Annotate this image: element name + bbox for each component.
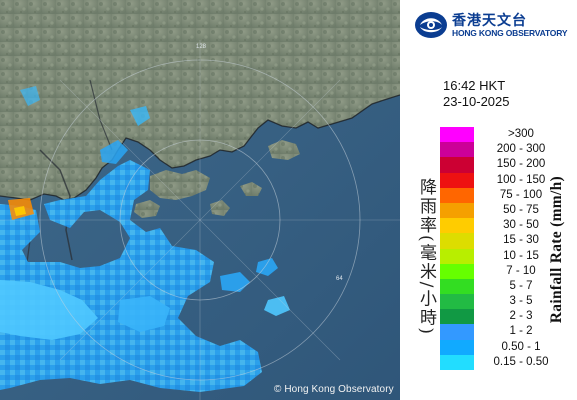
- legend-row: 15 - 30: [440, 233, 556, 249]
- legend-row: 2 - 3: [440, 309, 556, 325]
- logo-english-name: HONG KONG OBSERVATORY: [452, 28, 568, 38]
- legend-color-swatch: [440, 248, 474, 264]
- legend-row: 150 - 200: [440, 157, 556, 173]
- legend-label: 10 - 15: [503, 249, 539, 262]
- legend-color-swatch: [440, 278, 474, 295]
- legend-color-swatch: [440, 172, 474, 188]
- legend-label: 200 - 300: [496, 143, 546, 156]
- legend-color-swatch: [440, 294, 474, 310]
- logo-chinese-name: 香港天文台: [452, 13, 527, 29]
- legend-label: 50 - 75: [503, 203, 539, 216]
- legend-label: 0.15 - 0.50: [493, 355, 549, 368]
- legend-color-swatch: [440, 157, 474, 173]
- legend-row: 7 - 10: [440, 263, 556, 279]
- legend-label: 100 - 150: [496, 173, 546, 186]
- observation-date: 23-10-2025: [443, 94, 510, 109]
- legend-row: 5 - 7: [440, 278, 556, 295]
- legend-row: 1 - 2: [440, 324, 556, 340]
- legend-label: 1 - 2: [509, 325, 533, 338]
- legend-color-swatch: [440, 263, 474, 279]
- legend-label: 0.50 - 1: [501, 340, 541, 353]
- legend-label: 5 - 7: [509, 279, 533, 292]
- legend-row: 100 - 150: [440, 172, 556, 188]
- legend-row: 0.15 - 0.50: [440, 354, 556, 370]
- rainfall-legend: >300 200 - 300 150 - 200 100 - 150 75 - 100 5…: [440, 127, 556, 370]
- legend-title-chinese: 降雨率(毫米/小時): [416, 178, 436, 336]
- legend-color-swatch: [440, 309, 474, 325]
- legend-color-swatch: [440, 127, 474, 143]
- legend-row: 75 - 100: [440, 187, 556, 203]
- legend-label: 75 - 100: [499, 188, 543, 201]
- legend-color-swatch: [440, 233, 474, 249]
- legend-label: 2 - 3: [509, 310, 533, 323]
- legend-color-swatch: [440, 354, 474, 370]
- legend-color-swatch: [440, 339, 474, 355]
- copyright-text: © Hong Kong Observatory: [274, 384, 394, 395]
- legend-row: >300: [440, 127, 556, 143]
- legend-label: 7 - 10: [506, 264, 536, 277]
- legend-color-swatch: [440, 218, 474, 234]
- hko-logo: 香港天文台 HONG KONG OBSERVATORY: [414, 8, 574, 44]
- legend-color-swatch: [440, 187, 474, 203]
- legend-label: >300: [508, 128, 534, 140]
- legend-color-swatch: [440, 202, 474, 219]
- hko-emblem-icon: [415, 12, 447, 38]
- observation-time: 16:42 HKT: [443, 78, 506, 93]
- legend-label: 15 - 30: [503, 234, 539, 247]
- legend-label: 3 - 5: [509, 295, 533, 308]
- legend-label: 30 - 50: [503, 219, 539, 232]
- legend-label: 150 - 200: [496, 158, 546, 171]
- legend-row: 10 - 15: [440, 248, 556, 264]
- legend-panel: [400, 0, 577, 400]
- legend-row: 3 - 5: [440, 294, 556, 310]
- range-ring-label: 64: [336, 276, 343, 282]
- radar-map: 128 64 © Hong Kong Observatory: [0, 0, 400, 400]
- radar-map-image: 128 64: [0, 0, 400, 400]
- range-ring-label: 128: [196, 44, 207, 50]
- legend-row: 30 - 50: [440, 218, 556, 234]
- legend-row: 0.50 - 1: [440, 339, 556, 355]
- legend-row: 200 - 300: [440, 142, 556, 158]
- legend-color-swatch: [440, 324, 474, 340]
- legend-row: 50 - 75: [440, 202, 556, 219]
- legend-color-swatch: [440, 142, 474, 158]
